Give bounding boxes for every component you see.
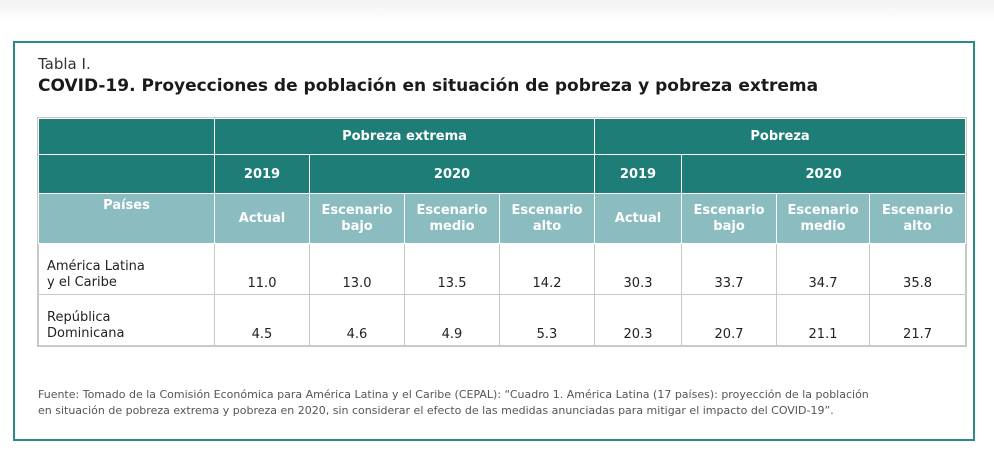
value-cell: 4.6 xyxy=(309,294,405,346)
year-2020-extreme: 2020 xyxy=(308,154,596,194)
value-cell: 4.9 xyxy=(404,294,500,346)
table-label: Tabla I. xyxy=(38,55,91,73)
country-name-line1: América Latina xyxy=(47,259,145,274)
source-line1: Fuente: Tomado de la Comisión Económica … xyxy=(38,388,869,401)
country-name-line2: y el Caribe xyxy=(47,275,117,290)
year-header-row: 2019 2020 2019 2020 xyxy=(38,154,967,194)
source-note: Fuente: Tomado de la Comisión Económica … xyxy=(38,387,958,419)
table-row: República Dominicana 4.5 4.6 4.9 5.3 20.3… xyxy=(38,294,967,346)
bajo-header: Escenario bajo xyxy=(309,193,405,244)
alto-header: Escenario alto xyxy=(869,193,967,244)
medio-header: Escenario medio xyxy=(404,193,500,244)
value-cell: 11.0 xyxy=(214,243,310,295)
empty-header-cell xyxy=(38,154,215,194)
bajo-header: Escenario bajo xyxy=(681,193,778,244)
countries-header: Países xyxy=(38,193,215,244)
actual-header: Actual xyxy=(214,193,310,244)
empty-header-cell xyxy=(38,118,215,155)
scenario-header-row: Países Actual Escenario bajo Escenario m… xyxy=(38,193,967,244)
medio-header: Escenario medio xyxy=(776,193,871,244)
value-cell: 14.2 xyxy=(498,243,596,295)
alto-header: Escenario alto xyxy=(498,193,596,244)
country-cell: República Dominicana xyxy=(38,294,215,346)
value-cell: 21.1 xyxy=(776,294,871,346)
table-title: COVID-19. Proyecciones de población en s… xyxy=(38,76,819,96)
actual-header: Actual xyxy=(594,193,683,244)
table-card: Tabla I. COVID-19. Proyecciones de pobla… xyxy=(13,41,975,441)
country-cell: América Latina y el Caribe xyxy=(38,243,215,295)
value-cell: 34.7 xyxy=(776,243,871,295)
table-row: América Latina y el Caribe 11.0 13.0 13.5… xyxy=(38,243,967,295)
value-cell: 13.5 xyxy=(404,243,500,295)
value-cell: 20.7 xyxy=(681,294,778,346)
poverty-table: Pobreza extrema Pobreza 2019 2020 2019 2… xyxy=(36,117,968,347)
value-cell: 4.5 xyxy=(214,294,310,346)
year-2019-extreme: 2019 xyxy=(214,154,310,194)
value-cell: 5.3 xyxy=(498,294,596,346)
value-cell: 30.3 xyxy=(594,243,683,295)
top-bar xyxy=(0,0,994,22)
source-line2: en situación de pobreza extrema y pobrez… xyxy=(38,404,834,417)
group-header-row: Pobreza extrema Pobreza xyxy=(38,118,967,155)
year-2020-poverty: 2020 xyxy=(681,154,967,194)
value-cell: 33.7 xyxy=(681,243,778,295)
value-cell: 20.3 xyxy=(594,294,683,346)
value-cell: 21.7 xyxy=(869,294,967,346)
group-poverty-header: Pobreza xyxy=(594,118,967,155)
value-cell: 35.8 xyxy=(869,243,967,295)
year-2019-poverty: 2019 xyxy=(594,154,683,194)
country-name-line1: República xyxy=(47,310,111,325)
country-name-line2: Dominicana xyxy=(47,326,125,341)
group-extreme-header: Pobreza extrema xyxy=(213,118,596,155)
value-cell: 13.0 xyxy=(309,243,405,295)
